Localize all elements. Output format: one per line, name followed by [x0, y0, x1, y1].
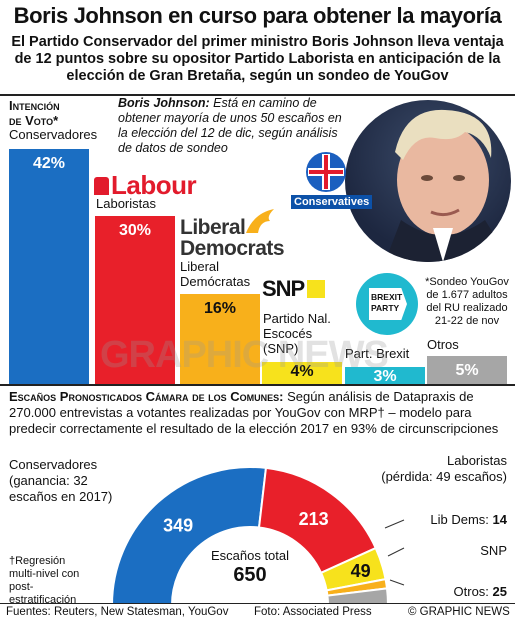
leader-line [384, 519, 405, 529]
labour-rose-icon [94, 177, 109, 195]
quote-name: Boris Johnson: [118, 96, 210, 110]
poll-bar-con: 42% [9, 149, 89, 384]
seat-label-con: 349 [163, 515, 193, 535]
party-name-con: Conservadores [9, 127, 98, 142]
conservatives-logo: Conservatives [291, 148, 373, 209]
footer-rule [0, 603, 515, 604]
poll-bar-label-con: 42% [32, 155, 66, 172]
party-name-lab: Laboristas [96, 196, 156, 211]
seats-label: Escaños Pronosticados Cámara de los Comu… [9, 389, 284, 404]
party-name-snp: Partido Nal. Escocés (SNP) [263, 311, 331, 356]
conservatives-logo-text: Conservatives [291, 195, 373, 209]
seat-arc-oth [326, 587, 390, 606]
oth-seats-label: Otros: 25 [453, 584, 507, 599]
snp-seats-label: SNP [480, 543, 507, 558]
leader-line [387, 547, 405, 557]
seat-label-snp: 49 [351, 561, 371, 581]
page-title: Boris Johnson en curso para obtener la m… [13, 3, 502, 28]
poll-bar-label-oth: 5% [455, 362, 479, 379]
footer-photo-credit: Foto: Associated Press [254, 606, 372, 618]
poll-bar-snp: 4% [262, 362, 342, 384]
top-rule [0, 94, 515, 96]
snp-logo: SNP [262, 276, 326, 302]
poll-bar-label-brexit: 3% [373, 368, 397, 385]
seats-description: Escaños Pronosticados Cámara de los Comu… [9, 389, 499, 436]
labour-logo: Labour [94, 170, 197, 201]
footer-sources: Fuentes: Reuters, New Statesman, YouGov [6, 606, 229, 618]
party-name-brexit: Part. Brexit [345, 346, 410, 361]
poll-bar-brexit: 3% [345, 367, 425, 385]
seats-semicircle-chart: 349 213 49 [110, 466, 405, 606]
poll-label: Intención de Voto* [9, 98, 60, 128]
lab-seats-note: Laboristas (pérdida: 49 escaños) [381, 453, 507, 484]
poll-bar-label-snp: 4% [290, 363, 314, 380]
poll-bar-label-lab: 30% [118, 222, 152, 239]
total-seats-value: 650 [233, 564, 267, 586]
snp-emblem-icon [307, 280, 326, 298]
poll-bar-oth: 5% [427, 356, 507, 384]
poll-bar-label-ld: 16% [203, 300, 237, 317]
brexit-party-logo: BREXIT PARTY [356, 273, 418, 335]
poll-footnote: *Sondeo YouGov de 1.677 adultos del RU r… [425, 276, 509, 327]
johnson-quote: Boris Johnson: Está en camino de obtener… [118, 96, 353, 156]
mid-rule [0, 384, 515, 386]
poll-bar-ld: 16% [180, 294, 260, 384]
party-name-oth: Otros [427, 337, 459, 352]
footer-copyright: © GRAPHIC NEWS [408, 606, 510, 618]
johnson-photo [345, 100, 511, 262]
total-seats-label: Escaños total [210, 548, 290, 563]
watermark: GRAPHIC NEWS [100, 334, 389, 376]
con-seats-note: Conservadores (ganancia: 32 escaños en 2… [9, 457, 113, 504]
leader-line [389, 579, 405, 586]
quote-text: Está en camino de obtener mayoría de uno… [118, 96, 342, 155]
seat-label-lab: 213 [299, 509, 329, 529]
page-subtitle: El Partido Conservador del primer minist… [11, 34, 504, 84]
poll-bar-lab: 30% [95, 216, 175, 384]
seat-arc-con [110, 466, 268, 606]
libdem-logo: Liberal Democrats [180, 216, 285, 260]
party-name-ld: Liberal Demócratas [180, 259, 251, 289]
ld-seats-label: Lib Dems: 14 [430, 512, 507, 527]
libdem-bird-icon [246, 209, 274, 233]
